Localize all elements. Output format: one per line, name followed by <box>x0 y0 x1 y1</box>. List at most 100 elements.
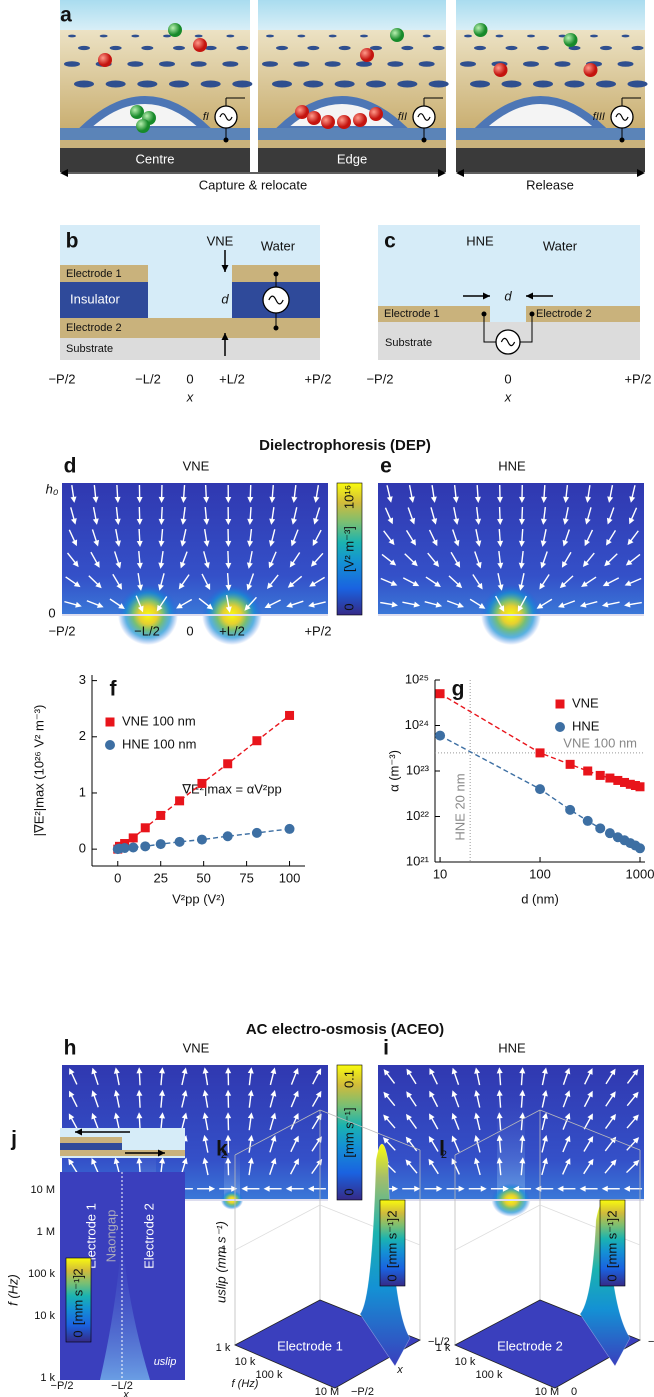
field-arrow-head <box>313 517 319 525</box>
electrode-strip <box>258 140 446 148</box>
label: 75 <box>239 870 253 885</box>
field-arrow-head <box>606 538 612 546</box>
field-arrow <box>520 1070 524 1086</box>
label: 2 <box>384 1210 399 1217</box>
field-arrow-head <box>436 1185 443 1192</box>
insulator <box>60 1143 122 1150</box>
field-arrow-head <box>136 1089 143 1096</box>
field-arrow-head <box>136 1112 143 1119</box>
contact <box>421 137 427 143</box>
label: +P/2 <box>304 623 331 638</box>
hole <box>200 80 221 88</box>
hole <box>169 80 189 88</box>
label: 0 <box>186 371 193 386</box>
field-arrow-head <box>431 518 438 525</box>
label: b <box>66 230 79 253</box>
field-arrow-head <box>478 603 486 609</box>
particle <box>307 111 321 125</box>
field-arrow-head <box>69 1090 75 1098</box>
hole <box>276 45 288 51</box>
label: HNE 100 nm <box>122 736 196 751</box>
label: HNE <box>572 718 600 733</box>
field-arrow-head <box>113 1067 120 1074</box>
field-arrow <box>93 484 97 500</box>
field-arrow-head <box>270 1112 277 1120</box>
label: 0 <box>48 605 55 620</box>
hole <box>505 45 518 51</box>
field-arrow-head <box>94 561 100 568</box>
marker <box>613 775 623 785</box>
field-arrow-head <box>451 1112 458 1120</box>
field-arrow <box>226 572 230 588</box>
legend-marker <box>555 722 565 732</box>
hole <box>163 34 171 38</box>
field-arrow-head <box>383 1114 390 1121</box>
label: 1 M <box>37 1226 55 1238</box>
field-arrow-head <box>136 1067 143 1074</box>
marker <box>252 736 262 746</box>
field-arrow <box>521 528 524 544</box>
label: Electrode 2 <box>66 322 122 334</box>
field-arrow-head <box>474 1157 480 1165</box>
box-edge <box>539 1109 641 1151</box>
field-arrow-head <box>91 1090 98 1097</box>
field-arrow-head <box>610 1159 617 1166</box>
label: 1 <box>221 1244 227 1256</box>
field-arrow-head <box>587 1158 594 1166</box>
field-arrow-head <box>541 496 548 503</box>
label: VNE <box>183 1040 210 1055</box>
field-arrow-head <box>430 496 437 503</box>
particle <box>168 23 182 37</box>
hole <box>262 61 278 67</box>
marker <box>155 839 166 850</box>
field-arrow-head <box>519 1089 526 1096</box>
colorbar <box>379 1199 406 1287</box>
marker <box>156 810 166 820</box>
field-arrow <box>109 598 123 608</box>
field-arrow <box>225 595 230 610</box>
field-arrow-head <box>496 1089 503 1096</box>
contact <box>273 271 279 277</box>
field-arrow-head <box>116 583 123 590</box>
field-arrow-head <box>632 1159 640 1167</box>
hole <box>272 80 292 88</box>
label: 2 <box>604 1210 619 1217</box>
field-arrow-head <box>451 1067 458 1075</box>
field-arrow-head <box>587 1090 593 1098</box>
field-arrow-head <box>557 602 565 608</box>
label: 0 <box>70 1330 85 1337</box>
field-arrow-head <box>624 601 631 608</box>
label: −L/2 <box>135 371 161 386</box>
field-arrow-head <box>225 562 232 569</box>
field-arrow-head <box>241 1185 248 1192</box>
hole <box>501 80 522 88</box>
label: fII <box>398 111 407 123</box>
field-arrow-head <box>405 1159 412 1166</box>
marker <box>435 689 445 699</box>
label: k <box>216 1138 228 1161</box>
field-arrow-head <box>453 539 460 547</box>
field-arrow-head <box>610 1136 617 1144</box>
field-arrow-head <box>91 1067 98 1075</box>
field-arrow-head <box>519 1067 526 1074</box>
marker <box>595 823 606 834</box>
label: 1 k <box>216 1342 231 1354</box>
field-arrow <box>385 1094 396 1107</box>
field-arrow-head <box>247 496 254 503</box>
field-arrow-head <box>628 517 635 525</box>
field-arrow-head <box>564 1158 571 1165</box>
particle <box>193 38 207 52</box>
field-arrow-head <box>435 601 443 608</box>
marker <box>604 828 615 839</box>
field-arrow-head <box>113 1089 120 1097</box>
particle <box>353 113 367 127</box>
arrow-head <box>75 1128 82 1136</box>
marker <box>251 827 262 838</box>
field-arrow-head <box>632 1069 639 1076</box>
field-arrow-head <box>432 539 438 547</box>
hole <box>226 34 235 38</box>
field-arrow-head <box>584 518 591 525</box>
wire <box>483 314 496 343</box>
field-arrow-head <box>315 1068 322 1076</box>
label: VNE <box>572 695 599 710</box>
